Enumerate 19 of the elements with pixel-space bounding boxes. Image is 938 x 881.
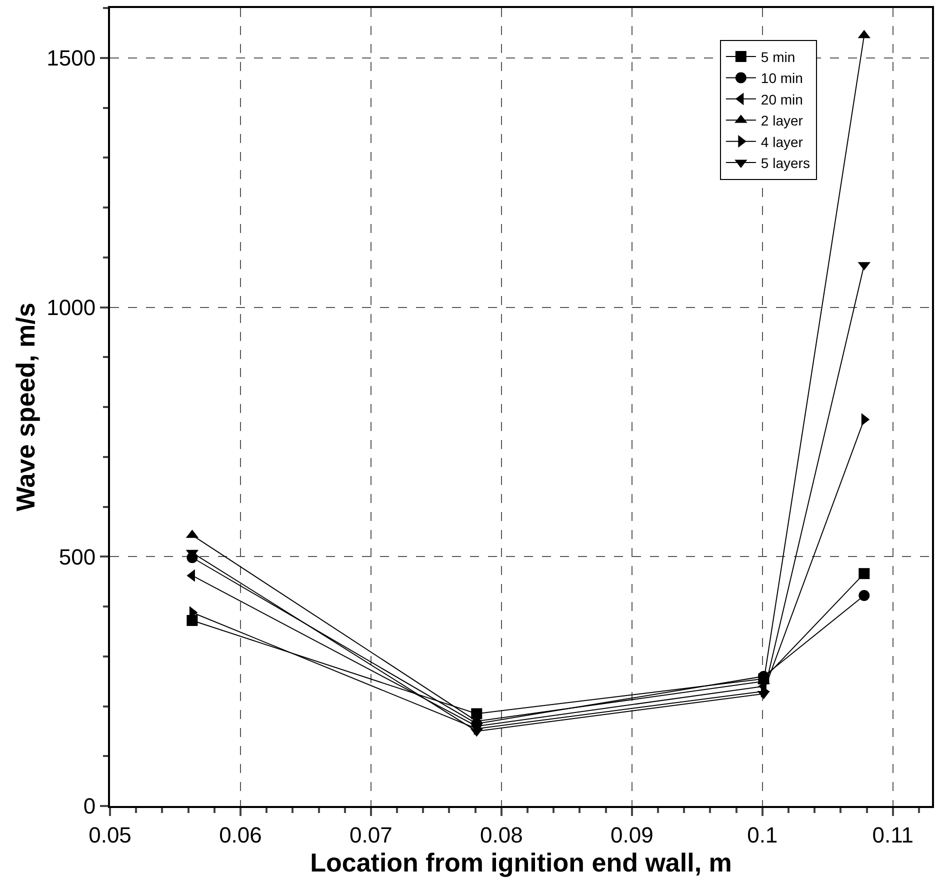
legend-label: 20 min [760,91,803,108]
y-tick-label: 0 [83,794,96,819]
legend-label: 2 layer [760,112,804,129]
legend-label: 10 min [760,70,803,86]
y-axis-title: Wave speed, m/s [10,302,41,512]
x-axis-title: Location from ignition end wall, m [310,847,732,878]
legend-label: 4 layer [760,134,804,150]
x-tick-label: 0.1 [747,822,778,848]
y-tick-label: 1000 [46,294,96,320]
legend-label: 5 min [760,48,796,65]
x-tick-label: 0.11 [872,822,914,848]
legend-label: 5 layers [760,154,810,171]
x-tick-label: 0.06 [219,822,262,848]
x-tick-label: 0.05 [88,822,132,848]
x-tick-label: 0.08 [480,822,523,848]
x-tick-label: 0.09 [610,822,654,848]
x-tick-label: 0.07 [350,822,392,848]
y-tick-label: 1500 [46,46,96,71]
y-tick-label: 500 [58,544,96,570]
